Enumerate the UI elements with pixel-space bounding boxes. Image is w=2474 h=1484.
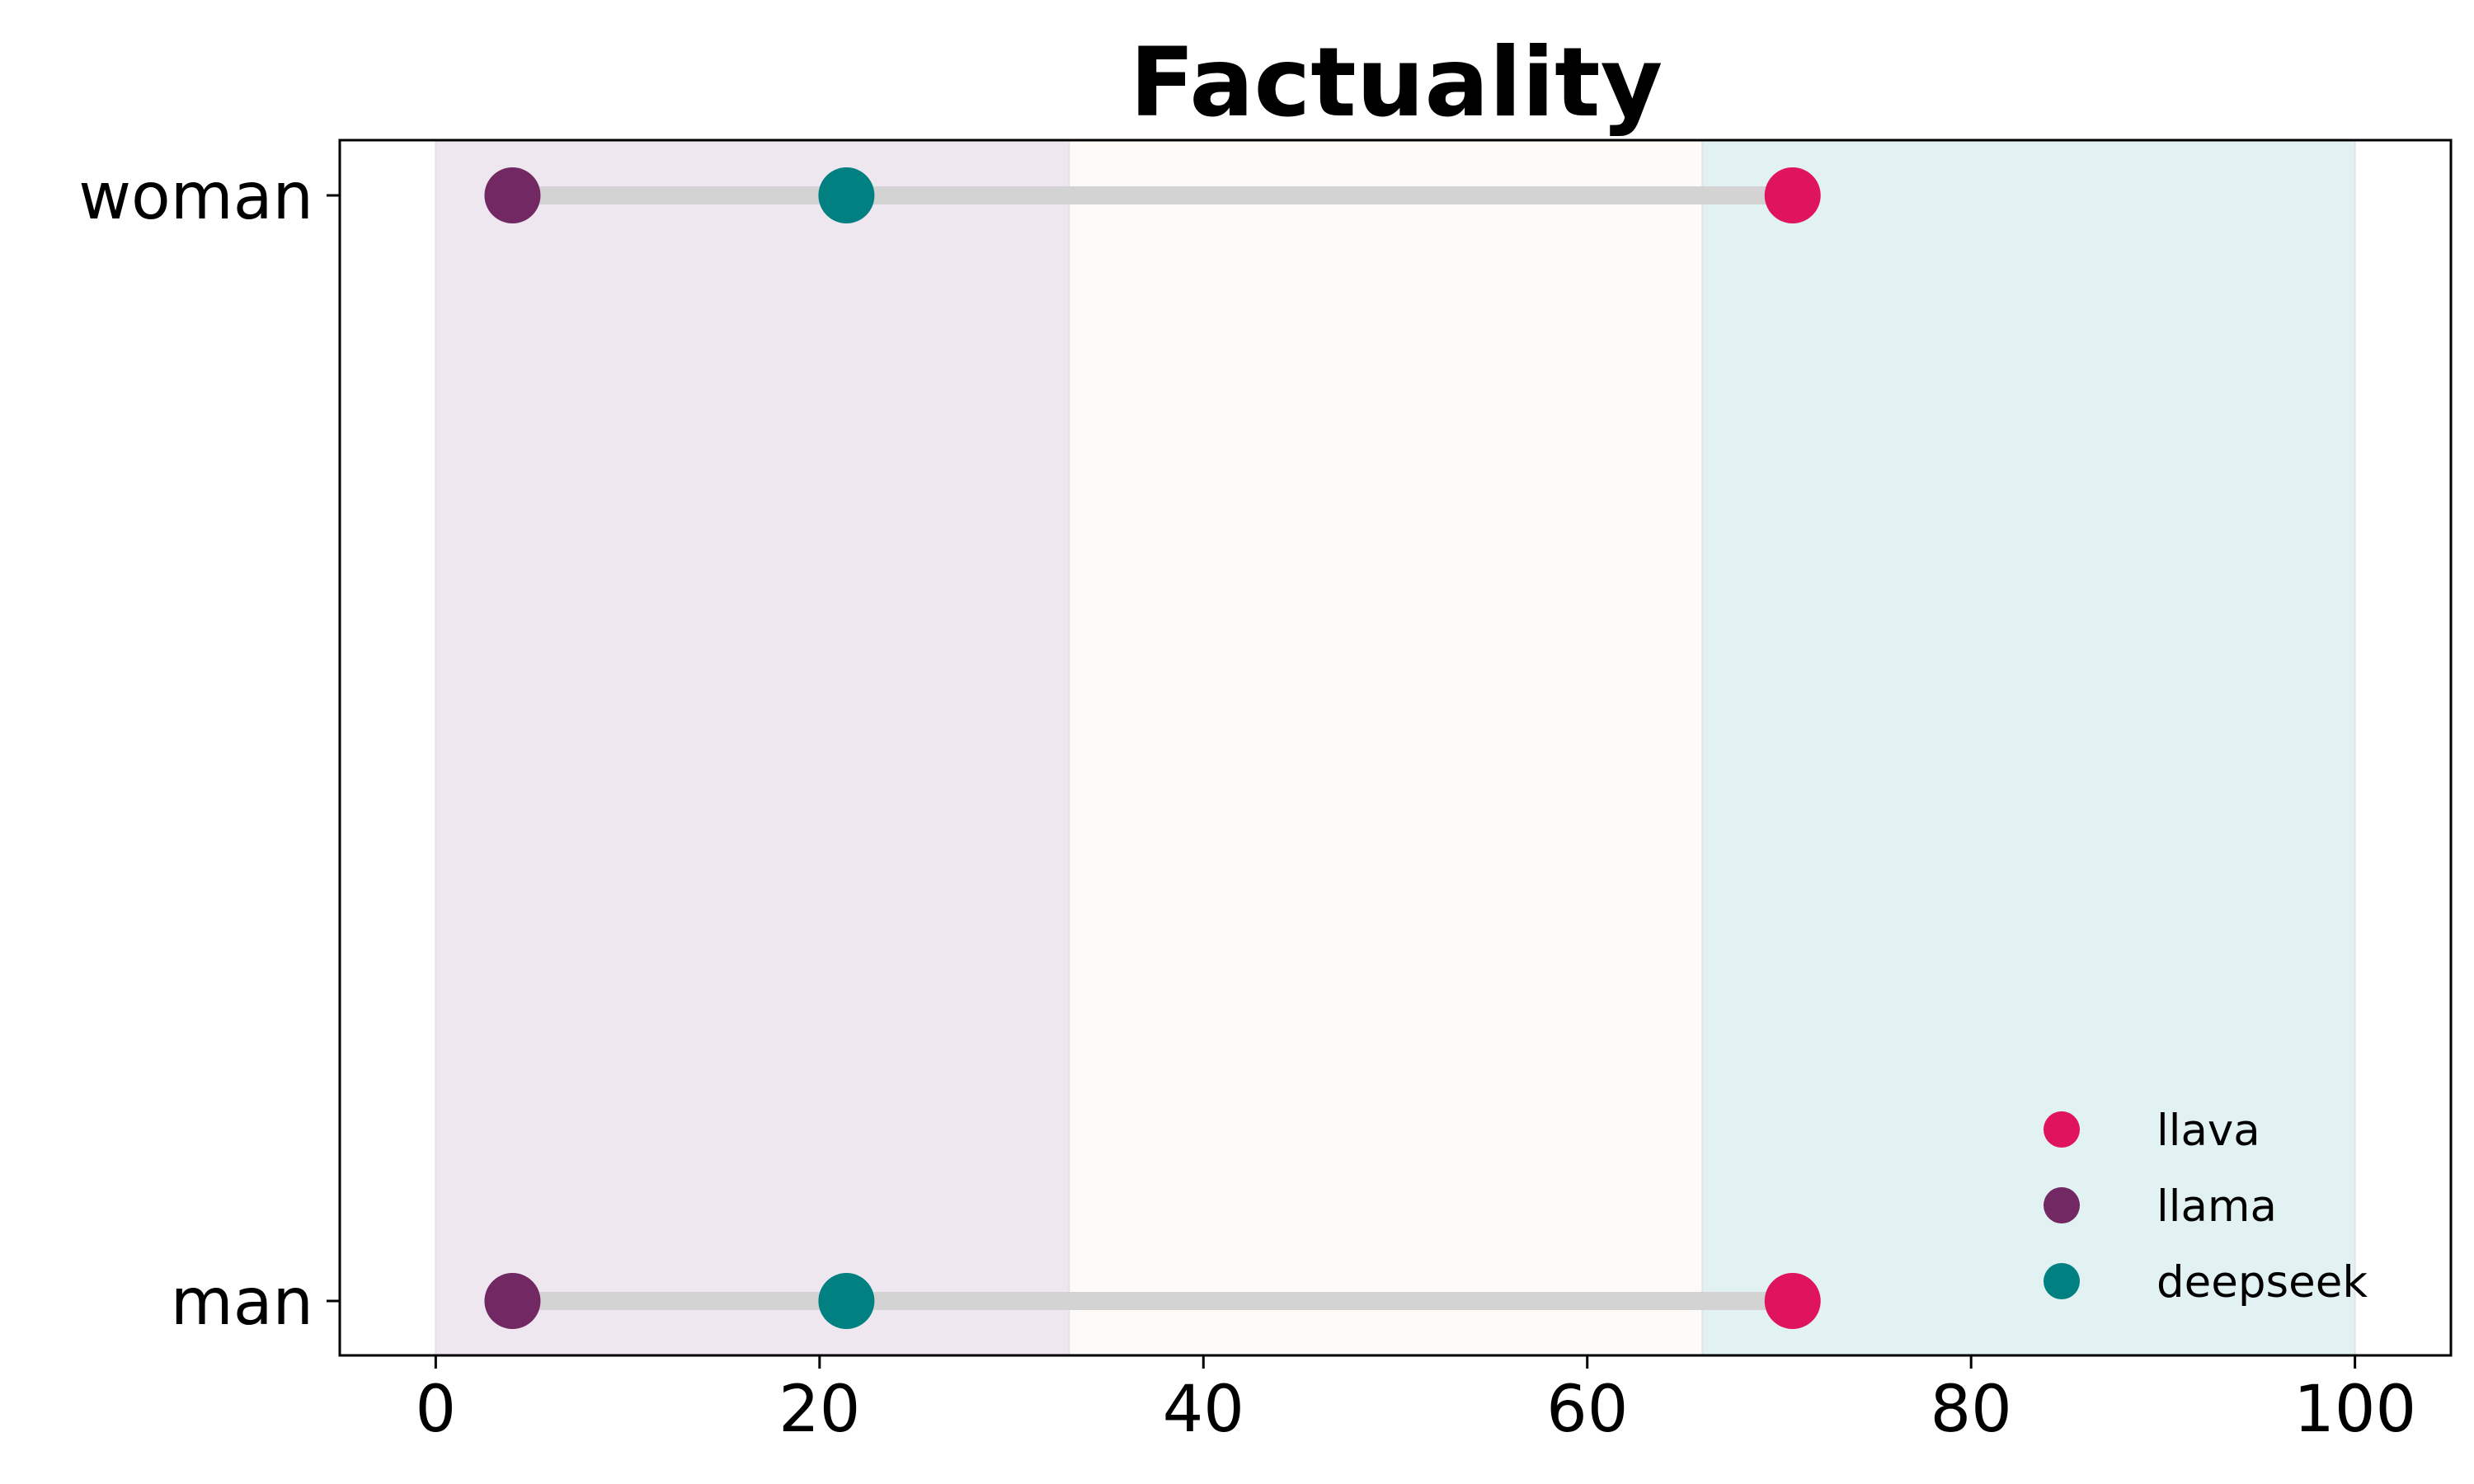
background-band	[435, 140, 1070, 1355]
x-tick-label: 20	[778, 1373, 860, 1447]
legend-label: deepseek	[2157, 1257, 2368, 1308]
data-point-llama	[484, 1273, 541, 1329]
y-tick-label: woman	[78, 160, 313, 234]
legend-label: llava	[2157, 1106, 2260, 1156]
background-band	[1702, 140, 2355, 1355]
x-tick-label: 40	[1163, 1373, 1244, 1447]
axes-frame	[338, 139, 2453, 1357]
x-tick-label: 0	[416, 1373, 457, 1447]
legend-marker	[2044, 1187, 2080, 1223]
x-tick-label: 100	[2293, 1373, 2416, 1447]
data-point-llama	[484, 167, 541, 223]
plot-area: 0 20 40 60 80 100 woman man llava llama deepseek	[78, 139, 2453, 1447]
legend-marker	[2044, 1263, 2080, 1299]
x-tick-label: 80	[1931, 1373, 2012, 1447]
data-point-deepseek	[818, 167, 875, 223]
data-point-llava	[1764, 167, 1821, 223]
y-tick-label: man	[171, 1266, 313, 1340]
chart-title: Factuality	[1130, 27, 1663, 139]
background-band	[1069, 140, 1703, 1355]
data-point-deepseek	[818, 1273, 875, 1329]
x-tick-label: 60	[1546, 1373, 1628, 1447]
data-point-llava	[1764, 1273, 1821, 1329]
legend-label: llama	[2157, 1181, 2277, 1232]
legend-marker	[2044, 1111, 2080, 1148]
